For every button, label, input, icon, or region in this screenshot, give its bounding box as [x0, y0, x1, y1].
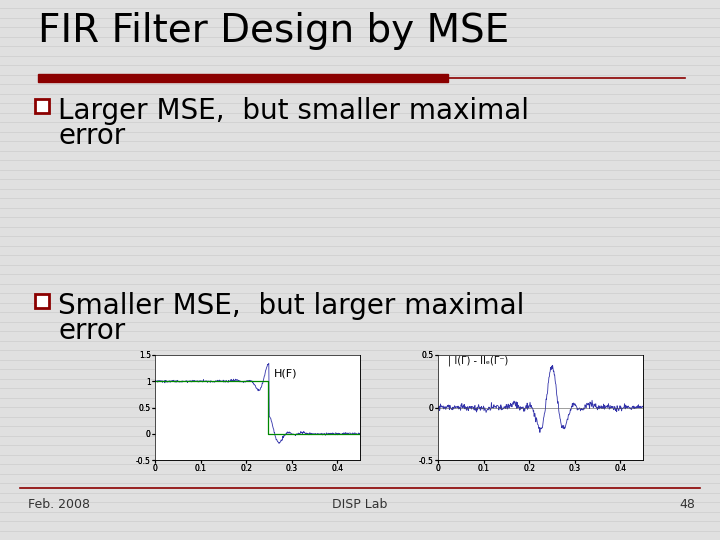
- Bar: [35, 294, 49, 308]
- Text: Feb. 2008: Feb. 2008: [28, 498, 90, 511]
- Text: error: error: [58, 317, 125, 345]
- Text: H(F): H(F): [274, 368, 297, 378]
- Bar: [35, 99, 49, 113]
- Bar: [38, 74, 448, 82]
- Text: DISP Lab: DISP Lab: [333, 498, 387, 511]
- Text: error: error: [58, 122, 125, 150]
- Text: H(F): H(F): [274, 368, 297, 378]
- Text: | I(Γ) - IIₑ(Γ⁻): | I(Γ) - IIₑ(Γ⁻): [449, 355, 508, 366]
- Text: | I(Γ) - Iₑ(Γ): | I(Γ) - Iₑ(Γ): [454, 355, 507, 366]
- Text: Larger MSE,  but smaller maximal: Larger MSE, but smaller maximal: [58, 97, 529, 125]
- Text: Smaller MSE,  but larger maximal: Smaller MSE, but larger maximal: [58, 292, 524, 320]
- Text: 48: 48: [679, 498, 695, 511]
- Text: FIR Filter Design by MSE: FIR Filter Design by MSE: [38, 12, 509, 50]
